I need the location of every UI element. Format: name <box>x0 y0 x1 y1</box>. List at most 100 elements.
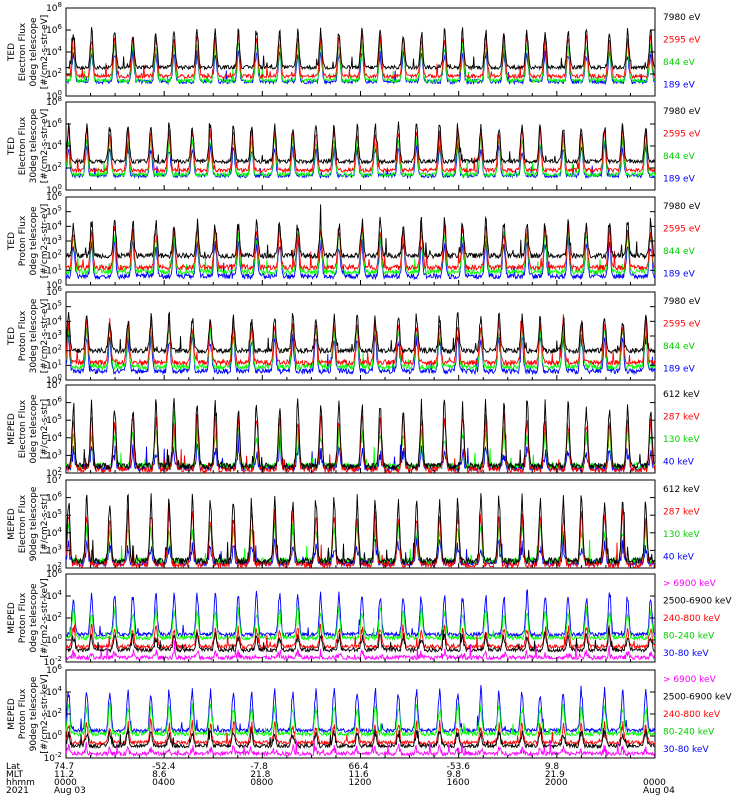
y-tick-label: 102 <box>46 466 62 479</box>
legend-entry: 80-240 keV <box>663 632 715 642</box>
y-axis-label-line: TED <box>7 232 17 251</box>
legend-entry: 287 keV <box>663 508 700 518</box>
y-axis-label-line: Proton Flux <box>18 592 28 643</box>
plot-frame <box>65 479 656 569</box>
y-axis-label-line: Proton Flux <box>18 688 28 739</box>
x-column-value: 74.7 <box>54 762 74 772</box>
legend-entry: 287 keV <box>663 413 700 423</box>
x-column-value: 11.2 <box>54 770 74 780</box>
y-axis-label-line: [#/cm2-s-str-keV] <box>40 578 50 657</box>
series-line-612-kev <box>65 397 656 471</box>
y-tick-label: 100 <box>46 633 62 646</box>
y-tick-label: 104 <box>46 431 62 444</box>
legend-entry: 612 keV <box>663 485 700 495</box>
y-axis-label: TED Proton Flux 0deg telescope [#/cm2-s-str… <box>7 204 50 279</box>
series-line-80-240-kev <box>65 606 656 642</box>
series-line-7980-ev <box>65 204 656 260</box>
series-line-2595-ev <box>65 124 656 174</box>
y-axis-label: MEPED Proton Flux 90deg telescope [#/cm2-s-… <box>7 674 50 753</box>
y-tick-label: 106 <box>46 663 62 676</box>
x-column-value: 1600 <box>447 778 470 788</box>
legend-entry: 2595 eV <box>663 225 701 235</box>
x-column-value: -53.6 <box>447 762 471 772</box>
y-axis-label: TED Electron Flux 0deg telescope [#/cm2-s-s… <box>7 15 50 90</box>
y-axis-label-line: [#/cm2-s-str] <box>40 399 50 459</box>
y-tick-label: 100 <box>46 89 62 102</box>
y-tick-label: 104 <box>46 45 62 58</box>
y-axis-label-line: [#/cm2-s-str-eV] <box>40 109 50 184</box>
series-line-844-ev <box>65 134 656 179</box>
y-tick-label: 107 <box>46 378 62 391</box>
y-tick-label: 100 <box>46 278 62 291</box>
y-axis-label-line: Electron Flux <box>18 116 28 175</box>
x-column-value: 21.8 <box>250 770 270 780</box>
legend-entry: 2500-6900 keV <box>663 693 732 703</box>
y-tick-label: 105 <box>46 508 62 521</box>
legend-entry: 30-80 keV <box>663 745 709 755</box>
legend-entry: 2595 eV <box>663 130 701 140</box>
x-column-value: 11.6 <box>349 770 369 780</box>
y-axis-label-line: TED <box>7 137 17 156</box>
y-tick-label: 104 <box>46 589 62 602</box>
y-tick-label: 102 <box>46 161 62 174</box>
y-tick-label: 10-2 <box>44 655 62 668</box>
legend-entry: 844 eV <box>663 58 696 68</box>
y-axis-label-line: [#/cm2-s-str-eV] <box>40 299 50 374</box>
y-axis-label: MEPED Electron Flux 0deg telescope [#/cm2-s… <box>7 394 50 464</box>
y-axis-label-line: [#/cm2-s-str-keV] <box>40 674 50 753</box>
y-tick-label: 103 <box>46 448 62 461</box>
y-tick-label: 106 <box>46 190 62 203</box>
y-axis-label-line: 30deg telescope <box>29 298 39 373</box>
legend-entry: 7980 eV <box>663 13 701 23</box>
series-line-189-ev <box>65 331 656 376</box>
y-axis-label-line: Electron Flux <box>18 22 28 81</box>
y-tick-label: 104 <box>46 219 62 232</box>
y-tick-label: 101 <box>46 358 62 371</box>
y-tick-label: 106 <box>46 396 62 409</box>
legend-entry: 844 eV <box>663 342 696 352</box>
y-tick-label: 102 <box>46 561 62 574</box>
legend-entry: > 6900 keV <box>663 675 717 685</box>
y-tick-label: 100 <box>46 373 62 386</box>
legend-entry: 40 keV <box>663 458 695 468</box>
x-column-value: 0400 <box>152 778 175 788</box>
legend-entry: 130 keV <box>663 530 700 540</box>
y-axis-label-line: TED <box>7 327 17 346</box>
y-axis-label-line: MEPED <box>7 602 17 634</box>
y-tick-label: 106 <box>46 567 62 580</box>
series-line-844-ev <box>65 324 656 371</box>
legend-entry: 2595 eV <box>663 36 701 46</box>
x-column-value: 21.9 <box>545 770 565 780</box>
series-line-80-240-kev <box>65 702 656 738</box>
series-line-844-ev <box>65 40 656 85</box>
x-column-value: 0000 <box>54 778 77 788</box>
y-tick-label: 100 <box>46 183 62 196</box>
y-axis-label-line: [#/cm2-s-str-eV] <box>40 15 50 90</box>
y-axis-label-line: 30deg telescope <box>29 108 39 183</box>
y-axis-label-line: Proton Flux <box>18 215 28 266</box>
series-line-2595-ev <box>66 33 656 80</box>
series-line-2595-ev <box>65 314 656 367</box>
x-column-value: 9.8 <box>447 770 462 780</box>
series-line-7980-ev <box>65 27 656 71</box>
y-axis-label-line: 90deg telescope <box>29 676 39 751</box>
x-column-value: 2000 <box>545 778 568 788</box>
legend-entry: 30-80 keV <box>663 649 709 659</box>
legend-entry: 189 eV <box>663 81 696 91</box>
y-tick-label: 103 <box>46 234 62 247</box>
x-column-value: -7.8 <box>250 762 268 772</box>
x-row-label: hhmm <box>6 778 35 788</box>
legend-entry: 612 keV <box>663 390 700 400</box>
legend-entry: 80-240 keV <box>663 728 715 738</box>
y-axis-label-line: MEPED <box>7 508 17 540</box>
y-axis-label: MEPED Electron Flux 90deg telescope [#/cm2-… <box>7 486 50 561</box>
y-tick-label: 108 <box>46 95 62 108</box>
y-axis-label-line: [#/cm2-s-str-eV] <box>40 204 50 279</box>
x-column-value: 0800 <box>250 778 273 788</box>
